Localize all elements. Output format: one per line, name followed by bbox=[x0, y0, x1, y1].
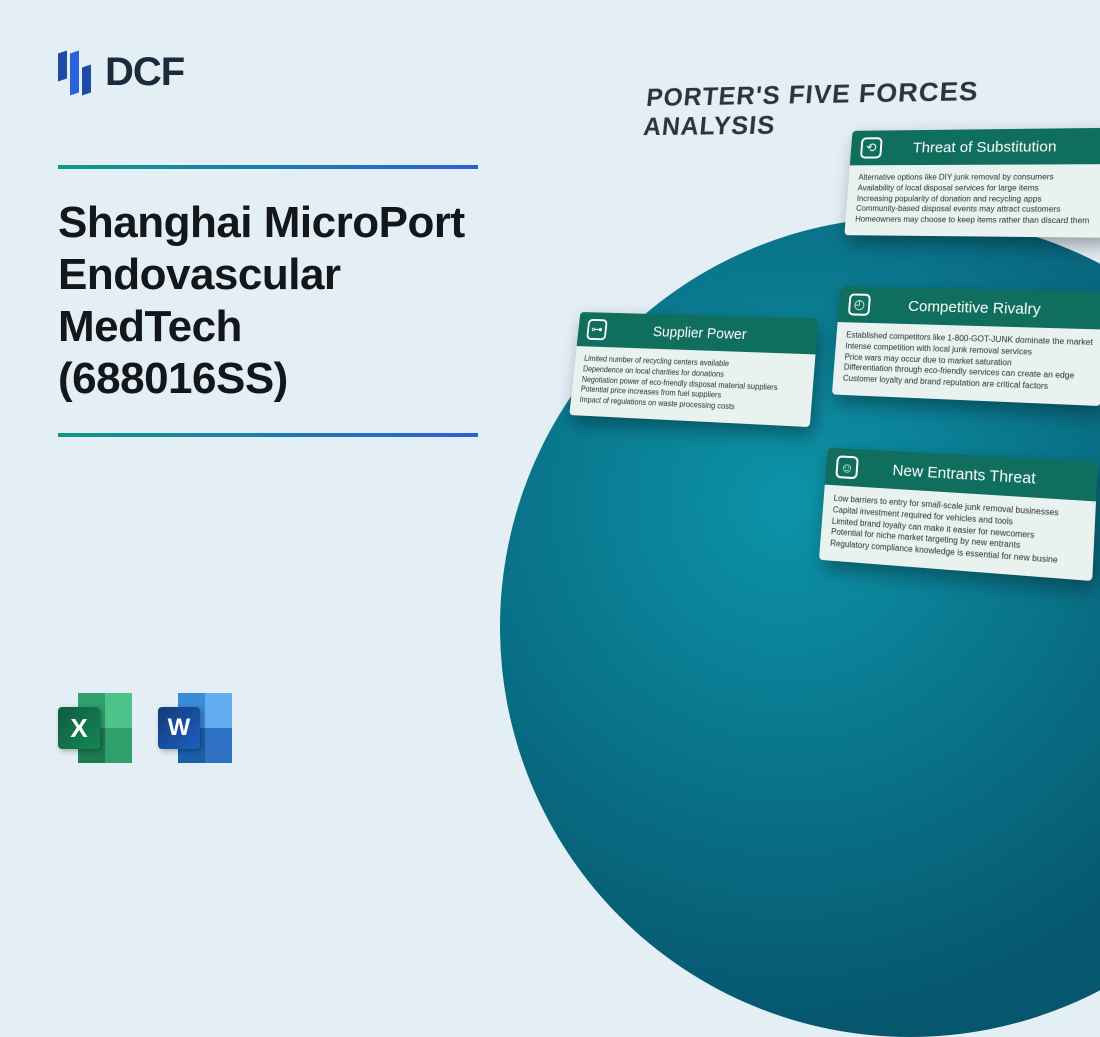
card-body: Limited number of recycling centers avai… bbox=[569, 346, 815, 427]
link-icon: ⊶ bbox=[586, 319, 608, 341]
excel-letter: X bbox=[58, 707, 100, 749]
card-supplier: ⊶ Supplier Power Limited number of recyc… bbox=[569, 312, 818, 427]
word-letter: W bbox=[158, 707, 200, 749]
word-icon[interactable]: W bbox=[158, 689, 236, 767]
card-title: New Entrants Threat bbox=[867, 460, 1086, 491]
refresh-icon: ⟲ bbox=[860, 137, 883, 158]
card-body: Alternative options like DIY junk remova… bbox=[844, 164, 1100, 238]
excel-icon[interactable]: X bbox=[58, 689, 136, 767]
divider-bottom bbox=[58, 433, 478, 437]
list-item: Homeowners may choose to keep items rath… bbox=[855, 215, 1099, 227]
divider-top bbox=[58, 165, 478, 169]
person-icon: ☺ bbox=[835, 455, 859, 479]
card-body: Established competitors like 1-800-GOT-J… bbox=[832, 322, 1100, 406]
logo-text: DCF bbox=[105, 50, 184, 95]
list-item: Alternative options like DIY junk remova… bbox=[858, 172, 1100, 183]
card-body: Low barriers to entry for small-scale ju… bbox=[819, 485, 1096, 581]
card-title: Competitive Rivalry bbox=[879, 297, 1094, 320]
card-rivalry: ◴ Competitive Rivalry Established compet… bbox=[832, 286, 1100, 406]
card-title: Threat of Substitution bbox=[891, 137, 1100, 156]
clock-icon: ◴ bbox=[848, 293, 871, 315]
five-forces-diagram: PORTER'S FIVE FORCES ANALYSIS ⟲ Threat o… bbox=[548, 72, 1100, 670]
card-title: Supplier Power bbox=[615, 322, 808, 345]
list-item: Availability of local disposal services … bbox=[857, 183, 1100, 194]
card-entrants: ☺ New Entrants Threat Low barriers to en… bbox=[819, 448, 1098, 582]
page-title: Shanghai MicroPort Endovascular MedTech … bbox=[58, 197, 478, 405]
left-panel: DCF Shanghai MicroPort Endovascular MedT… bbox=[58, 50, 478, 437]
logo: DCF bbox=[58, 50, 478, 95]
logo-bars-icon bbox=[58, 52, 91, 94]
card-substitution: ⟲ Threat of Substitution Alternative opt… bbox=[844, 128, 1100, 238]
file-icons-row: X W bbox=[58, 689, 236, 767]
